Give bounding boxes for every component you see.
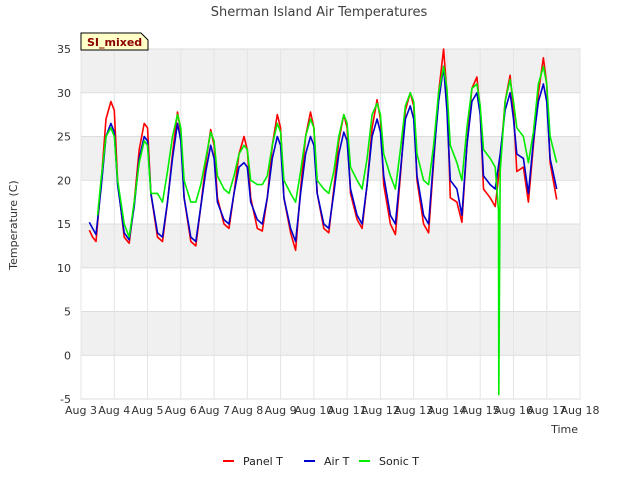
series-lines bbox=[88, 48, 558, 396]
y-tick-label: 20 bbox=[57, 174, 71, 187]
series-line-sonic-t bbox=[96, 65, 558, 396]
x-tick-label: Aug 8 bbox=[231, 404, 263, 417]
x-tick-label: Aug 16 bbox=[494, 404, 533, 417]
x-tick-label: Aug 12 bbox=[361, 404, 400, 417]
series-line-air-t bbox=[88, 65, 558, 243]
y-tick-label: 15 bbox=[57, 218, 71, 231]
x-tick-label: Aug 14 bbox=[427, 404, 466, 417]
x-tick-label: Aug 3 bbox=[65, 404, 97, 417]
x-tick-label: Aug 18 bbox=[561, 404, 600, 417]
y-tick-label: 5 bbox=[64, 306, 71, 319]
plot-band bbox=[81, 136, 580, 181]
chart-title: Sherman Island Air Temperatures bbox=[211, 5, 428, 20]
x-tick-label: Aug 10 bbox=[294, 404, 333, 417]
y-tick-label: 25 bbox=[57, 131, 71, 144]
x-tick-label: Aug 13 bbox=[394, 404, 433, 417]
x-tick-label: Aug 15 bbox=[461, 404, 500, 417]
gridlines bbox=[80, 48, 581, 400]
site-badge: SI_mixed bbox=[80, 32, 149, 51]
x-tick-label: Aug 11 bbox=[328, 404, 367, 417]
legend-label: Sonic T bbox=[379, 455, 419, 468]
badge-label: SI_mixed bbox=[87, 36, 142, 49]
plot-band bbox=[81, 49, 580, 93]
x-tick-label: Aug 9 bbox=[265, 404, 297, 417]
y-tick-label: 30 bbox=[57, 87, 71, 100]
y-tick-label: 10 bbox=[57, 262, 71, 275]
y-tick-label: -5 bbox=[60, 393, 71, 406]
plot-band bbox=[81, 311, 580, 356]
x-tick-label: Aug 6 bbox=[165, 404, 197, 417]
x-tick-label: Aug 4 bbox=[98, 404, 130, 417]
y-axis-label: Temperature (C) bbox=[7, 180, 20, 270]
legend-label: Panel T bbox=[243, 455, 283, 468]
badge-box bbox=[80, 32, 149, 51]
x-axis-label: Time bbox=[550, 423, 578, 436]
legend-label: Air T bbox=[324, 455, 350, 468]
legend: Panel T Air T Sonic T bbox=[223, 455, 419, 468]
x-tick-label: Aug 7 bbox=[198, 404, 230, 417]
y-tick-label: 0 bbox=[64, 349, 71, 362]
y-axis-ticks: -5 0 5 10 15 20 25 30 35 bbox=[57, 43, 71, 406]
x-tick-label: Aug 17 bbox=[527, 404, 566, 417]
x-tick-label: Aug 5 bbox=[132, 404, 164, 417]
y-tick-label: 35 bbox=[57, 43, 71, 56]
